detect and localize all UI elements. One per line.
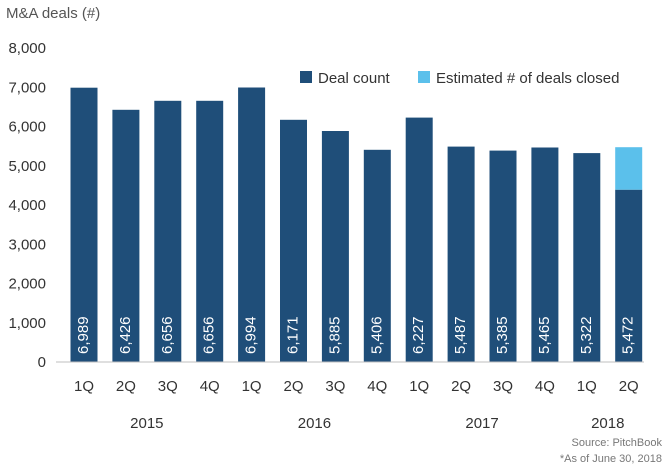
bar-value-label: 6,989 bbox=[75, 316, 92, 354]
bar-deal-count bbox=[531, 147, 559, 362]
legend-swatch-deal-count bbox=[300, 71, 312, 83]
x-tick-label: 2Q bbox=[283, 378, 303, 395]
x-tick-label: 1Q bbox=[577, 378, 597, 395]
bar-value-label: 6,994 bbox=[243, 316, 260, 354]
bar-deal-count bbox=[112, 109, 140, 362]
footnote: *As of June 30, 2018 bbox=[560, 453, 662, 465]
legend-label-deal-count: Deal count bbox=[318, 70, 391, 87]
bar-deal-count bbox=[196, 100, 224, 363]
bar-value-label: 5,322 bbox=[578, 316, 595, 354]
bar-estimated bbox=[615, 147, 643, 190]
y-axis: 0 1,000 2,000 3,000 4,000 5,000 6,000 7,000 8,00… bbox=[8, 40, 46, 371]
bar-value-label: 6,227 bbox=[410, 316, 427, 354]
year-label: 2018 bbox=[591, 415, 624, 432]
bar-value-label: 5,487 bbox=[452, 316, 469, 354]
bar-deal-count bbox=[573, 153, 601, 362]
x-tick-label: 1Q bbox=[74, 378, 94, 395]
year-label: 2015 bbox=[130, 415, 163, 432]
x-tick-label: 3Q bbox=[325, 378, 345, 395]
bar-value-label: 5,885 bbox=[326, 316, 343, 354]
bar-deal-count bbox=[405, 117, 433, 362]
legend: Deal count Estimated # of deals closed bbox=[300, 70, 619, 87]
y-tick-label: 5,000 bbox=[8, 158, 46, 175]
bar-value-label: 6,656 bbox=[159, 316, 176, 354]
bar-deal-count bbox=[280, 119, 307, 362]
bar-value-label: 6,656 bbox=[201, 316, 218, 354]
y-tick-label: 1,000 bbox=[8, 315, 46, 332]
y-tick-label: 8,000 bbox=[8, 40, 46, 57]
x-tick-label: 2Q bbox=[116, 378, 136, 395]
legend-swatch-estimated bbox=[418, 71, 430, 83]
bar-deal-count bbox=[238, 87, 266, 362]
bar-deal-count bbox=[489, 150, 517, 362]
bar-value-label: 5,406 bbox=[368, 316, 385, 354]
bar-deal-count bbox=[363, 149, 391, 362]
x-tick-label: 4Q bbox=[367, 378, 387, 395]
y-tick-label: 4,000 bbox=[8, 197, 46, 214]
x-axis: 1Q 2Q 3Q 4Q 1Q 2Q 3Q 4Q 1Q 2Q 3Q 4Q 1Q 2Q 2015 2016 2017… bbox=[56, 361, 644, 432]
x-tick-label: 3Q bbox=[158, 378, 178, 395]
y-tick-label: 0 bbox=[38, 354, 46, 371]
year-label: 2016 bbox=[298, 415, 331, 432]
x-tick-label: 2Q bbox=[619, 378, 639, 395]
bar-value-label: 6,426 bbox=[117, 316, 134, 354]
y-tick-label: 3,000 bbox=[8, 236, 46, 253]
bar-deal-count bbox=[154, 100, 182, 363]
x-tick-label: 4Q bbox=[535, 378, 555, 395]
year-label: 2017 bbox=[465, 415, 498, 432]
bar-deal-count bbox=[615, 189, 643, 362]
x-tick-label: 3Q bbox=[493, 378, 513, 395]
x-tick-label: 2Q bbox=[451, 378, 471, 395]
x-tick-label: 1Q bbox=[409, 378, 429, 395]
bar-deal-count bbox=[447, 146, 475, 362]
y-tick-label: 2,000 bbox=[8, 276, 46, 293]
bar-deal-count bbox=[70, 87, 98, 362]
bar-value-label: 6,171 bbox=[284, 316, 301, 354]
bar-value-label: 5,465 bbox=[536, 316, 553, 354]
legend-label-estimated: Estimated # of deals closed bbox=[436, 70, 619, 87]
bar-value-label: 5,385 bbox=[494, 316, 511, 354]
bar-value-label: 5,472 bbox=[620, 316, 637, 354]
source-note: Source: PitchBook bbox=[572, 437, 663, 449]
bar-deal-count bbox=[321, 131, 349, 362]
chart-title: M&A deals (#) bbox=[6, 5, 100, 22]
x-tick-label: 1Q bbox=[242, 378, 262, 395]
y-tick-label: 6,000 bbox=[8, 119, 46, 136]
bars: 6,989 6,426 6,656 6,656 6,994 6,171 5,885 5,406… bbox=[70, 87, 643, 363]
x-tick-label: 4Q bbox=[200, 378, 220, 395]
y-tick-label: 7,000 bbox=[8, 79, 46, 96]
